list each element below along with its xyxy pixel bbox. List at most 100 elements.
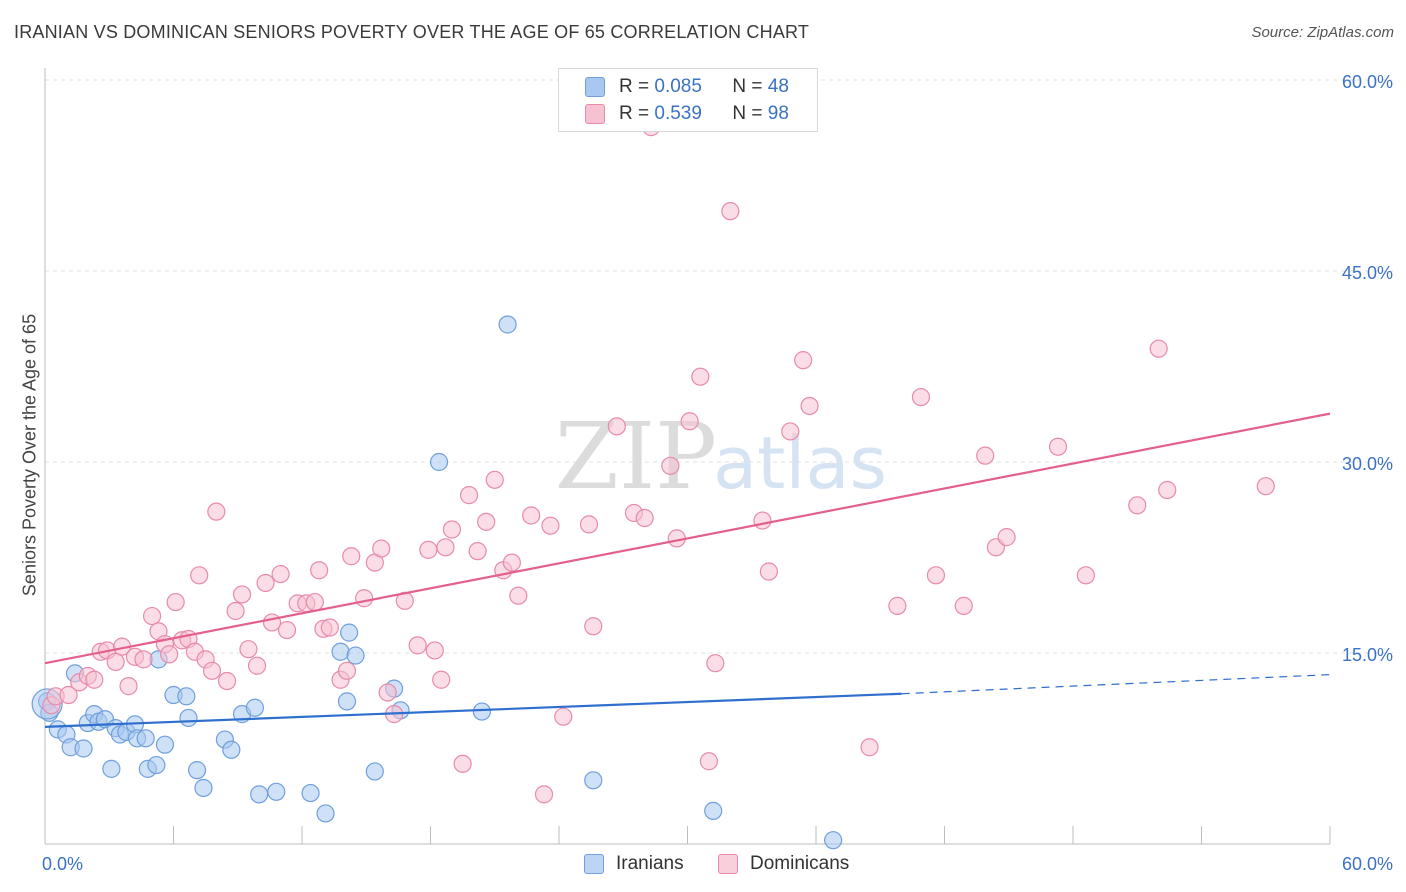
bottom-legend-iranians: Iranians (584, 852, 684, 876)
dominicans-point (1256, 477, 1275, 496)
dominicans-point (680, 412, 699, 431)
dominicans-point (502, 553, 521, 572)
iranians-trend-line (44, 692, 902, 728)
dominicans-point (721, 202, 740, 221)
iranians-point (365, 762, 384, 781)
x-tick-label: 0.0% (42, 854, 83, 874)
legend-r-value-dominicans: 0.539 (654, 103, 702, 124)
dominicans-point (509, 586, 528, 605)
dominicans-point (635, 508, 654, 528)
dominicans-point (142, 606, 162, 626)
dominicans-point (607, 417, 626, 436)
iranians-point (429, 452, 449, 472)
dominicans-point (442, 520, 462, 539)
iranians-point (584, 771, 603, 790)
trend-lines (44, 412, 1331, 728)
legend-row-iranians: R = 0.085 N = 48 (585, 75, 789, 99)
dominicans-point (554, 707, 573, 726)
watermark-atlas: atlas (713, 421, 887, 505)
dominicans-point (59, 685, 78, 705)
iranians-legend-swatch (584, 854, 604, 874)
iranians-point (222, 740, 241, 759)
dominicans-point (256, 573, 275, 593)
dominicans-point (541, 516, 560, 535)
dominicans-point (522, 506, 541, 525)
dominicans-legend-swatch (718, 854, 738, 874)
iranians-legend-label: Iranians (616, 853, 684, 874)
iranians-point (187, 761, 207, 780)
dominicans-point (706, 654, 725, 673)
dominicans-point (579, 515, 599, 534)
legend-n-value-dominicans: 98 (767, 103, 789, 124)
iranians-point (331, 642, 350, 661)
dominicans-point (753, 511, 772, 530)
chart-title: IRANIAN VS DOMINICAN SENIORS POVERTY OVE… (14, 22, 810, 42)
dominicans-point (584, 617, 603, 636)
iranians-trend-extension (901, 674, 1331, 695)
dominicans-point (661, 456, 680, 475)
y-tick-label: 15.0% (1342, 645, 1393, 665)
iranians-point (267, 782, 286, 801)
dominicans-point (305, 592, 324, 612)
dominicans-point (419, 540, 438, 559)
x-tick-label: 60.0% (1342, 854, 1393, 874)
iranians-point (74, 739, 93, 758)
iranians-point (346, 646, 365, 665)
dominicans-point (453, 754, 472, 773)
dominicans-point (190, 566, 209, 585)
dominicans-point (432, 670, 451, 689)
legend-n-label: N = (732, 76, 763, 97)
iranians-point (245, 698, 264, 717)
dominicans-point (759, 562, 778, 581)
dominicans-point (997, 528, 1016, 547)
dominicans-point (1076, 566, 1095, 585)
dominicans-point (408, 636, 427, 655)
gridlines (45, 79, 1395, 654)
source-credit: Source: ZipAtlas.com (1251, 24, 1394, 41)
legend-r-value-iranians: 0.085 (654, 76, 702, 97)
y-tick-labels: 15.0% 30.0% 45.0% 60.0% (1342, 72, 1393, 665)
dominicans-point (271, 564, 290, 584)
legend-r-label: R = (619, 103, 650, 124)
iranians-point (179, 708, 198, 728)
legend-row-dominicans: R = 0.539 N = 98 (585, 102, 789, 126)
dominicans-point (217, 671, 237, 691)
x-tick-labels: 0.0% 60.0% (42, 854, 1393, 874)
y-tick-label: 60.0% (1342, 72, 1393, 92)
dominicans-point (106, 652, 125, 672)
iranians-point (704, 801, 723, 820)
dominicans-point (781, 422, 800, 441)
watermark: ZIP atlas (555, 403, 887, 510)
dominicans-point (247, 656, 267, 675)
dominicans-point (239, 640, 258, 659)
iranians-point (337, 692, 357, 711)
dominicans-point (342, 547, 361, 566)
y-tick-label: 30.0% (1342, 454, 1393, 474)
iranians-point (316, 804, 335, 823)
iranians-point (177, 687, 196, 706)
iranians-point (250, 785, 269, 804)
dominicans-swatch (585, 104, 605, 124)
iranians-point (824, 831, 843, 850)
dominicans-point (794, 351, 813, 370)
dominicans-point (160, 645, 179, 664)
dominicans-point (534, 785, 554, 804)
dominicans-point (202, 661, 222, 680)
iranians-point (194, 778, 213, 798)
legend-n-value-iranians: 48 (767, 76, 789, 97)
dominicans-point (1158, 480, 1177, 500)
dominicans-point (976, 446, 995, 465)
dominicans-trend-line (44, 412, 1331, 665)
dominicans-point (954, 596, 973, 615)
dominicans-point (485, 470, 504, 489)
dominicans-point (800, 396, 819, 416)
dominicans-point (232, 585, 252, 604)
dominicans-point (85, 670, 104, 689)
dominicans-point (477, 512, 496, 531)
dominicans-point (372, 539, 391, 558)
dominicans-point (277, 620, 297, 640)
dominicans-point (119, 677, 138, 696)
dominicans-point (355, 589, 374, 608)
dominicans-point (459, 486, 479, 505)
